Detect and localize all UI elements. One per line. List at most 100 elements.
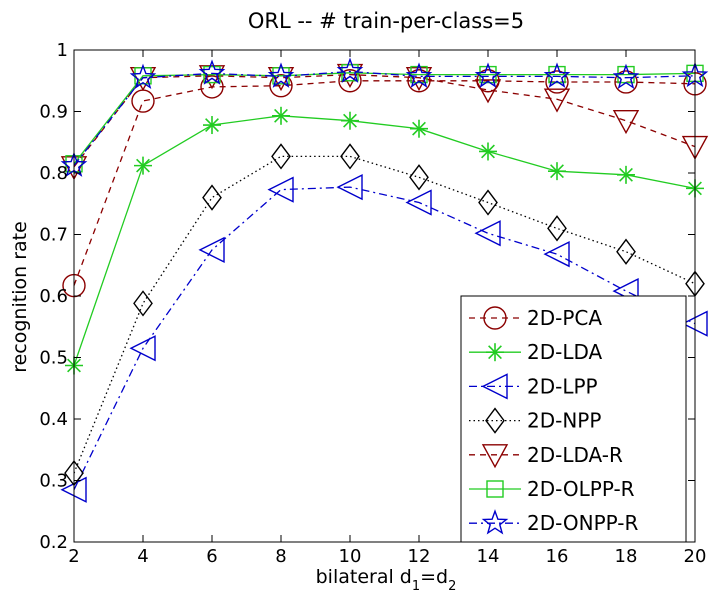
point-2d-npp-8 [271,143,291,170]
point-2d-lda-6 [203,116,221,135]
y-tick-label: 0.6 [39,286,68,307]
point-2d-pca-12 [407,69,431,93]
point-2d-onpp-r-14 [474,62,502,88]
point-2d-lda-12 [410,119,428,138]
point-2d-npp-18 [616,238,636,265]
series-line-2d-lda-r [73,73,696,168]
legend-marker-2d-lpp [481,373,508,400]
x-tick-label: 16 [546,546,569,567]
point-2d-pca-18 [614,70,638,94]
x-tick-label: 2 [68,546,79,567]
legend-label-2d-olpp-r: 2D-OLPP-R [527,477,635,501]
legend-marker-2d-lda-stroke [488,345,502,360]
point-2d-pca-4 [131,89,155,113]
series-2d-onpp-r [60,57,709,177]
x-axis-title-main: bilateral d [316,566,412,588]
point-2d-npp-4 [133,290,153,317]
point-2d-onpp-r-8 [267,62,295,88]
series-line-2d-lpp [73,186,696,490]
legend-marker-2d-lda [486,343,504,362]
x-tick-label: 4 [137,546,148,567]
point-2d-lda-18-stroke [619,167,633,182]
legend-marker-2d-olpp-r [486,480,504,498]
point-2d-pca-16 [545,70,569,94]
point-2d-lda-12-stroke [412,121,426,136]
point-2d-lpp-8 [267,176,294,203]
point-2d-npp-10 [340,143,360,170]
y-tick-label: 0.5 [39,348,68,369]
point-2d-lda-8-stroke [274,108,288,123]
point-2d-lpp-14 [474,220,501,247]
point-2d-onpp-r-12 [405,62,433,88]
point-2d-lpp-4 [129,335,156,362]
legend-label-2d-onpp-r: 2D-ONPP-R [527,511,639,535]
series-line-2d-olpp-r [73,72,696,165]
legend-label-2d-lpp: 2D-LPP [527,374,598,398]
series-line-2d-pca [73,80,696,286]
series-line-2d-onpp-r [73,70,696,167]
point-2d-onpp-r-6 [198,59,226,85]
point-2d-lda-4-stroke [136,158,150,173]
point-2d-lpp-6 [198,236,225,264]
legend-marker-2d-onpp-r [481,509,509,535]
point-2d-npp-14 [478,189,498,216]
point-2d-onpp-r-16 [543,62,571,88]
chart-title: ORL -- # train-per-class=5 [248,9,524,33]
y-tick-label: 0.2 [39,532,68,553]
point-2d-lda-4 [134,156,152,175]
point-2d-olpp-r-10 [341,64,359,82]
x-axis-title-sub2: 2 [448,579,456,594]
x-tick-label: 14 [477,546,500,567]
point-2d-lpp-10 [336,174,363,201]
y-tick-label: 0.8 [39,163,68,184]
y-tick-label: 0.4 [39,409,68,430]
y-tick-label: 0.3 [39,471,68,492]
x-axis-title-sub1: 1 [412,579,420,594]
y-tick-label: 0.7 [39,225,68,246]
x-tick-label: 12 [408,546,431,567]
x-tick-label: 6 [206,546,217,567]
point-2d-lda-16 [548,162,566,181]
x-axis-title-mid: =d [420,566,448,588]
point-2d-lda-14 [479,142,497,161]
legend-label-2d-npp: 2D-NPP [527,409,601,433]
point-2d-lda-10-stroke [343,113,357,128]
point-2d-lpp-12 [405,189,432,216]
point-2d-npp-6 [202,184,222,211]
legend-box [460,295,687,543]
series-line-2d-lda [73,115,696,366]
y-axis-title: recognition rate [9,221,31,373]
point-2d-lda-18 [617,165,635,184]
point-2d-lda-8 [272,106,290,125]
point-2d-lda-16-stroke [550,164,564,179]
legend-marker-2d-pca [483,306,507,330]
point-2d-lda-6-stroke [205,118,219,132]
point-2d-onpp-r-10 [336,57,364,83]
series-2d-lda [65,106,704,375]
point-2d-lda-14-stroke [481,144,495,159]
x-tick-label: 20 [684,546,707,567]
series-layer [60,57,709,503]
point-2d-npp-16 [547,215,567,242]
point-2d-olpp-r-6 [203,65,221,84]
point-2d-lpp-16 [543,241,570,268]
point-2d-lda-r-18 [612,110,640,135]
point-2d-lda-r-12 [405,66,433,92]
legend-marker-2d-lda-r [481,444,509,469]
point-2d-pca-8 [269,73,293,98]
series-2d-pca [62,69,707,298]
point-2d-pca-10 [338,69,362,93]
point-2d-npp-12 [409,164,429,191]
y-tick-label: 1 [57,40,68,61]
legend-label-2d-pca: 2D-PCA [527,306,602,330]
x-tick-label: 18 [615,546,638,567]
y-tick-label: 0.9 [39,102,68,123]
x-tick-label: 8 [275,546,286,567]
legend-marker-2d-npp [485,407,505,434]
legend-label-2d-lda: 2D-LDA [527,340,603,364]
legend: 2D-PCA 2D-LDA 2D-LPP 2D-NPP 2D-LDA-R 2D-OLPP-… [460,295,687,543]
x-tick-label: 10 [339,546,362,567]
series-2d-npp [64,143,705,487]
point-2d-lda-10 [341,111,359,130]
